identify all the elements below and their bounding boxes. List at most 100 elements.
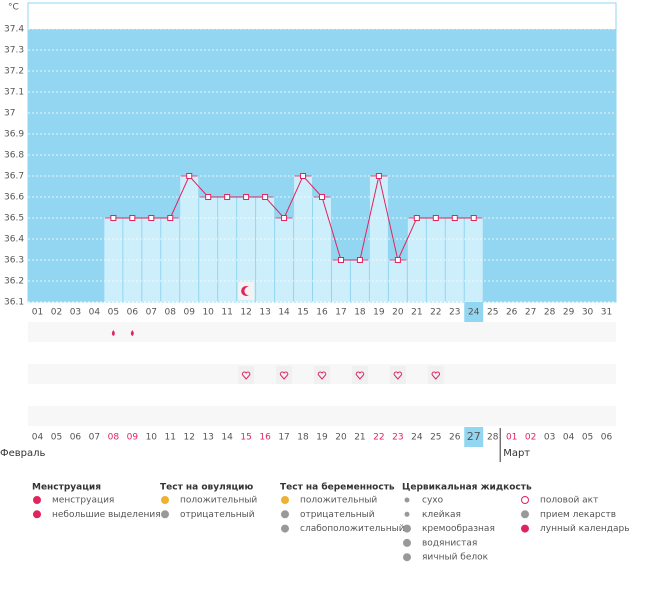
legend-title: Тест на овуляцию [160, 483, 253, 493]
legend-icon [281, 524, 289, 533]
calendar-date: 26 [449, 433, 461, 443]
x-tick-label: 27 [525, 308, 536, 318]
calendar-date: 03 [544, 433, 555, 443]
legend-icon [403, 553, 411, 562]
x-tick-label: 06 [127, 308, 139, 318]
x-tick-label: 23 [449, 308, 460, 318]
x-tick-label: 11 [221, 308, 232, 318]
legend-item: небольшие выделения [52, 510, 161, 520]
point [451, 215, 458, 221]
point [262, 194, 269, 200]
bar [237, 197, 256, 302]
calendar-date: 08 [108, 433, 120, 443]
point [129, 215, 136, 221]
point [432, 215, 439, 221]
heart-bg [389, 366, 406, 384]
bar [199, 197, 218, 302]
x-tick-label: 05 [108, 308, 119, 318]
heart-icon [355, 371, 365, 380]
calendar-date: 22 [373, 433, 384, 443]
month-label: Март [503, 448, 530, 459]
heart-icon [241, 371, 251, 380]
y-tick-label: 36.2 [4, 277, 24, 287]
bar [142, 218, 161, 302]
x-tick-label: 01 [32, 308, 43, 318]
event-row [28, 322, 616, 342]
heart-icon [393, 371, 403, 380]
calendar-date: 02 [525, 433, 536, 443]
x-tick-label: 26 [506, 308, 518, 318]
legend-item: водянистая [422, 538, 477, 548]
calendar-date: 01 [506, 433, 517, 443]
legend-icon [521, 524, 529, 533]
point [224, 194, 231, 200]
calendar-date: 17 [278, 433, 289, 443]
x-tick-label: 14 [278, 308, 290, 318]
point [413, 215, 420, 221]
x-tick-label: 10 [202, 308, 214, 318]
legend-item: половой акт [540, 496, 598, 506]
point [337, 257, 344, 263]
month-label: Февраль [0, 448, 46, 459]
x-tick-label: 13 [259, 308, 270, 318]
y-tick-label: 36.4 [4, 235, 24, 245]
heart-bg [427, 366, 444, 384]
heart-bg [276, 366, 293, 384]
y-tick-label: 36.6 [4, 193, 24, 203]
point [394, 257, 401, 263]
calendar-date: 20 [335, 433, 347, 443]
x-tick-label: 20 [392, 308, 404, 318]
bar [218, 197, 237, 302]
legend-item: кремообразная [422, 524, 495, 534]
legend-icon [403, 524, 411, 533]
y-tick-label: 37.2 [4, 67, 24, 77]
heart-icon [317, 371, 327, 380]
legend-icon [404, 511, 410, 517]
date-highlight [464, 427, 484, 447]
x-tick-label: 19 [373, 308, 385, 318]
x-tick-label: 09 [183, 308, 195, 318]
x-tick-label: 03 [70, 308, 81, 318]
bar [256, 197, 275, 302]
x-tick-label: 31 [601, 308, 612, 318]
x-tick-label: 21 [411, 308, 422, 318]
y-tick-label: 37 [4, 109, 15, 119]
point [281, 215, 288, 221]
heart-icon [431, 371, 441, 380]
event-row [28, 385, 616, 405]
calendar-date: 05 [582, 433, 593, 443]
calendar-date: 12 [183, 433, 194, 443]
x-tick-label: 25 [487, 308, 498, 318]
calendar-date: 09 [127, 433, 139, 443]
calendar-date: 07 [89, 433, 100, 443]
x-tick-label: 22 [430, 308, 441, 318]
y-tick-label: 37.3 [4, 46, 24, 56]
calendar-date: 13 [202, 433, 213, 443]
x-tick-label: 08 [165, 308, 177, 318]
point [470, 215, 477, 221]
legend-item: положительный [180, 496, 257, 506]
calendar-date: 28 [487, 433, 499, 443]
menstruation-icon [130, 330, 134, 336]
heart-bg [351, 366, 368, 384]
point [205, 194, 212, 200]
y-tick-label: 36.1 [4, 298, 24, 308]
point [110, 215, 117, 221]
calendar-date: 10 [146, 433, 158, 443]
point [356, 257, 363, 263]
calendar-date: 24 [411, 433, 423, 443]
x-tick-label: 17 [335, 308, 346, 318]
legend-title: Тест на беременность [280, 482, 395, 493]
heart-icon [279, 371, 289, 380]
x-tick-label: 24 [468, 308, 480, 318]
lunar-cut [244, 286, 253, 296]
calendar-date: 19 [316, 433, 328, 443]
temperature-line [113, 175, 474, 262]
calendar-date: 06 [601, 433, 613, 443]
point [148, 215, 155, 221]
legend-item: менструация [52, 496, 114, 506]
y-tick-label: 36.9 [4, 130, 24, 140]
heart-bg [314, 366, 330, 384]
calendar-date: 14 [221, 433, 233, 443]
